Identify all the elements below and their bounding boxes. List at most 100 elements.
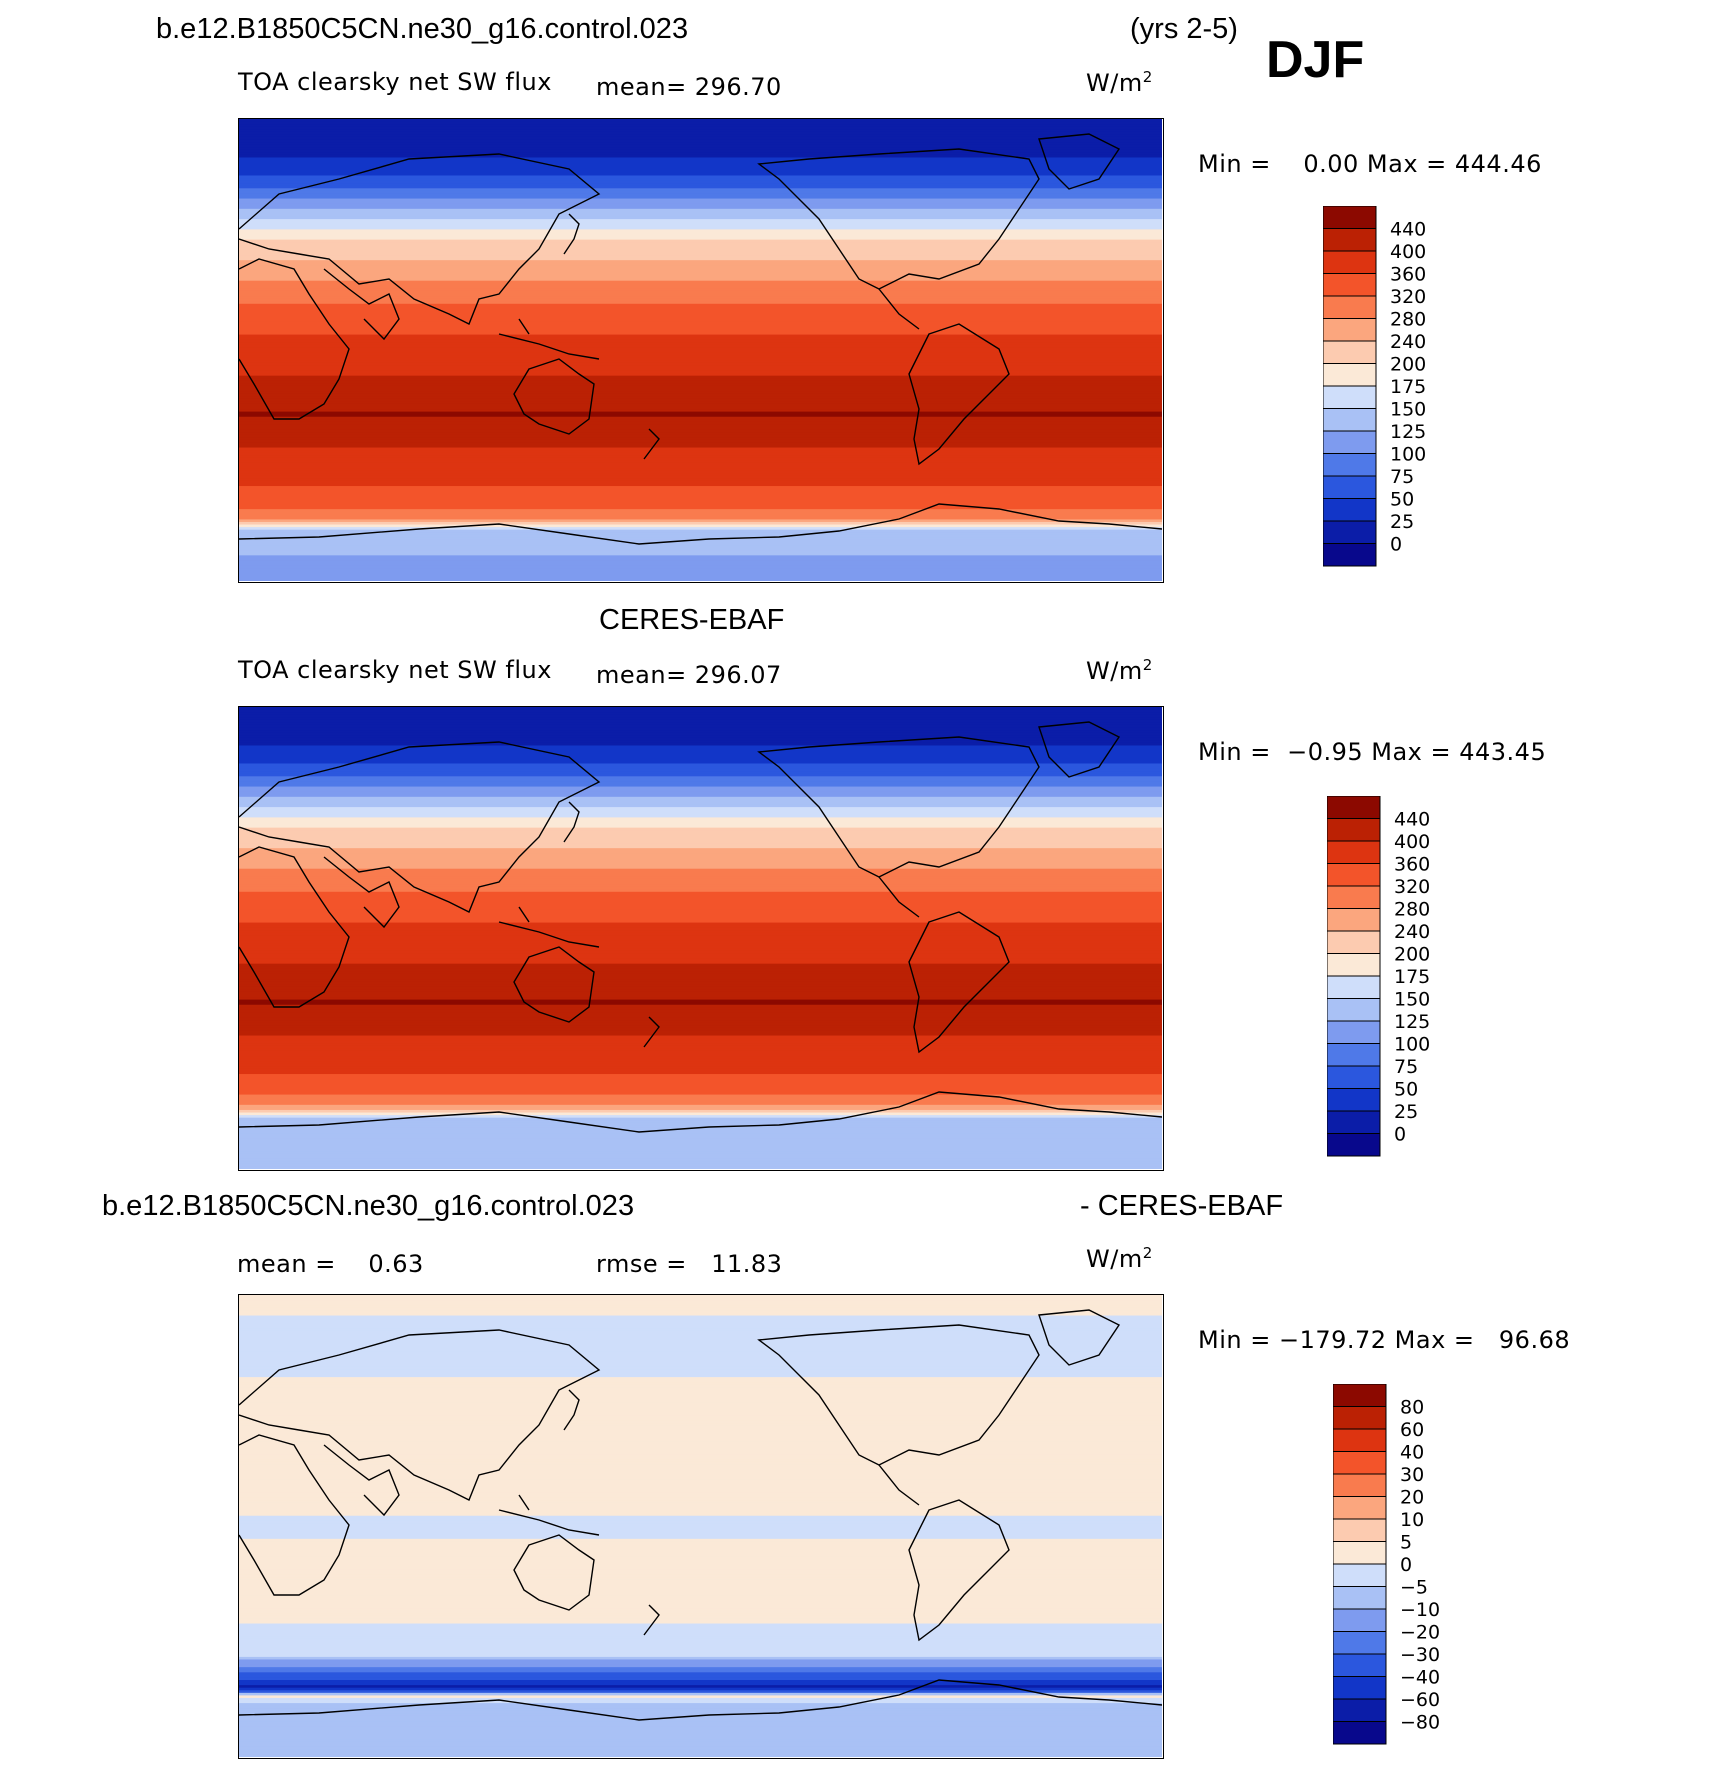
lat-band [239,1138,1162,1142]
lat-band [239,1518,1162,1522]
colorbar2-swatch [1326,998,1381,1022]
lat-band [239,221,1162,225]
colorbar3-swatch [1332,1428,1387,1452]
lat-band [239,532,1162,536]
coastline [908,911,1010,1054]
lat-band [239,478,1162,482]
lat-band [239,129,1162,133]
lat-band [239,1466,1162,1471]
colorbar1-label: 150 [1390,399,1426,421]
lat-band [239,1718,1162,1722]
lat-band [239,1680,1162,1684]
lat-band [239,1615,1162,1619]
lat-band [239,712,1162,716]
lat-band [239,1515,1162,1519]
lat-band [239,950,1162,954]
lat-band [239,149,1162,153]
lat-band [239,265,1162,269]
lat-band [239,396,1162,400]
lat-band [239,1392,1162,1396]
lat-band [239,863,1162,867]
lat-band [239,948,1162,952]
lat-band [239,1554,1162,1558]
lat-band [239,1744,1162,1748]
lat-band [239,1610,1162,1614]
colorbar2-swatch [1326,930,1381,954]
lat-band [239,1341,1162,1345]
lat-band [239,1587,1162,1591]
lat-band [239,758,1162,762]
lat-band [239,861,1162,865]
lat-band [239,1017,1162,1021]
lat-band [239,809,1162,813]
lat-band [239,1715,1162,1720]
coastline [239,503,1162,545]
lat-band [239,1053,1162,1057]
lat-band [239,244,1162,248]
coastline [513,946,595,1023]
lat-band [239,267,1162,272]
lat-band [239,1595,1162,1599]
colorbar3-swatch [1332,1406,1387,1430]
lat-band [239,771,1162,775]
lat-band [239,1644,1162,1648]
lat-band [239,290,1162,295]
colorbar1-swatch [1322,340,1377,364]
lat-band [239,1533,1162,1537]
colorbar2-swatch [1326,795,1381,819]
colorbar3-swatch [1332,1608,1387,1632]
lat-band [239,365,1162,369]
lat-band [239,475,1162,479]
lat-band [239,766,1162,770]
colorbar3-label: −5 [1400,1577,1428,1599]
colorbar3-label: 5 [1400,1532,1412,1554]
lat-band [239,1050,1162,1055]
lat-band [239,1690,1162,1694]
colorbar1-label: 360 [1390,264,1426,286]
lat-band [239,1721,1162,1725]
units-exponent: 2 [1142,656,1153,674]
lat-band [239,1151,1162,1155]
lat-band [239,1461,1162,1465]
lat-band [239,434,1162,438]
lat-band [239,1449,1162,1453]
lat-band [239,147,1162,151]
lat-band [239,332,1162,336]
lat-band [239,1590,1162,1594]
lat-band [239,912,1162,916]
lat-band [239,424,1162,428]
lat-band [239,1451,1162,1455]
lat-band [239,1549,1162,1553]
lat-band [239,139,1162,143]
lat-band [239,406,1162,410]
lat-band [239,1746,1162,1750]
lat-band [239,927,1162,931]
lat-band [239,1556,1162,1560]
panel1-units: W/m2 [1086,68,1153,97]
lat-band [239,1063,1162,1067]
lat-band [239,966,1162,970]
lat-band [239,1330,1162,1335]
lat-band [239,750,1162,754]
lat-band [239,917,1162,921]
lat-band [239,1479,1162,1483]
lat-band [239,311,1162,315]
lat-band [239,1474,1162,1478]
colorbar2-swatch [1326,1110,1381,1134]
panel1-mean: mean= 296.70 [596,73,782,101]
lat-band [239,260,1162,264]
lat-band [239,1567,1162,1571]
lat-band [239,1708,1162,1712]
lat-band [239,347,1162,351]
lat-band [239,817,1162,821]
lat-band [239,342,1162,346]
lat-band [239,1443,1162,1448]
lat-band [239,760,1162,765]
lat-band [239,1513,1162,1517]
lat-band [239,1002,1162,1006]
lat-band [239,439,1162,443]
colorbar1-swatch [1322,430,1377,454]
lat-band [239,822,1162,826]
lat-band [239,1302,1162,1306]
lat-band [239,1122,1162,1126]
